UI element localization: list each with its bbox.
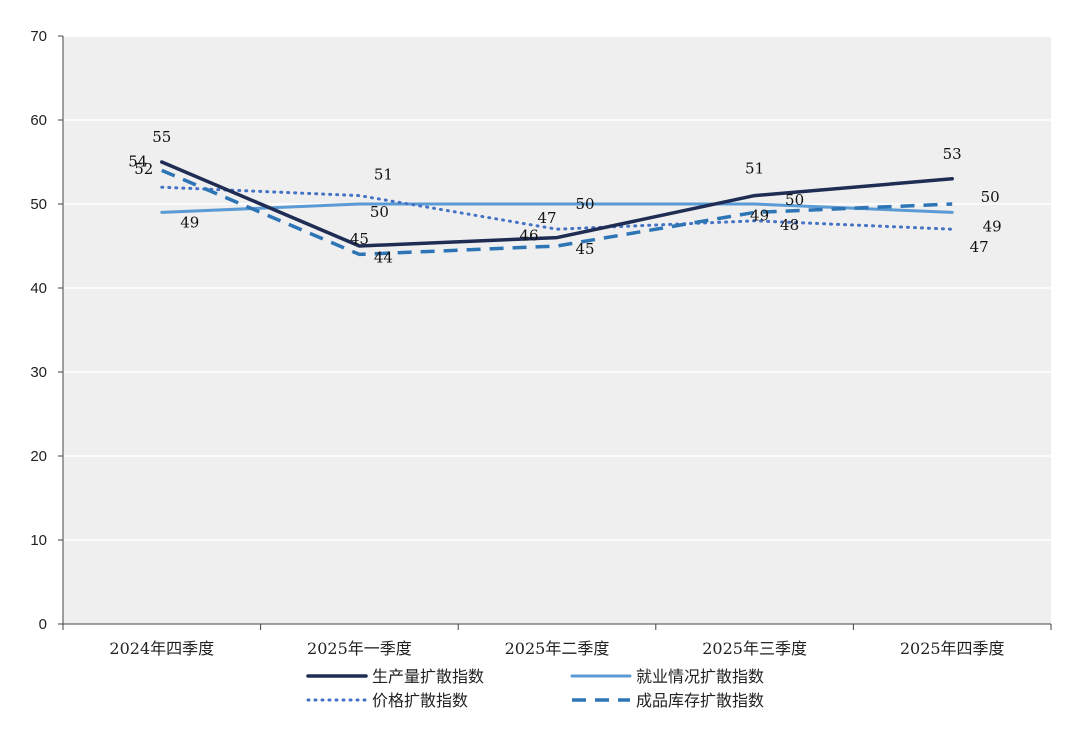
y-tick-label: 70 xyxy=(30,28,47,45)
data-label: 50 xyxy=(981,188,1000,206)
legend-item: 生产量扩散指数 xyxy=(308,667,484,686)
legend-label: 成品库存扩散指数 xyxy=(636,691,764,710)
legend-label: 就业情况扩散指数 xyxy=(636,667,764,686)
data-label: 53 xyxy=(943,145,962,163)
x-tick-label: 2025年一季度 xyxy=(307,639,412,658)
y-tick-label: 50 xyxy=(30,196,47,213)
data-label: 47 xyxy=(537,209,556,227)
legend-item: 成品库存扩散指数 xyxy=(572,691,764,710)
data-label: 50 xyxy=(575,195,594,213)
data-label: 49 xyxy=(983,217,1002,235)
x-tick-label: 2025年三季度 xyxy=(702,639,807,658)
legend-label: 生产量扩散指数 xyxy=(372,667,484,686)
data-label: 54 xyxy=(128,152,147,170)
legend-item: 就业情况扩散指数 xyxy=(572,667,764,686)
data-label: 44 xyxy=(374,248,393,266)
x-tick-label: 2025年二季度 xyxy=(505,639,610,658)
data-label: 47 xyxy=(970,238,989,256)
y-tick-label: 20 xyxy=(30,448,47,465)
data-label: 49 xyxy=(750,206,769,224)
data-label: 50 xyxy=(370,203,389,221)
data-label: 51 xyxy=(745,160,764,178)
data-label: 51 xyxy=(374,166,393,184)
data-label: 45 xyxy=(350,230,369,248)
data-label: 46 xyxy=(519,227,538,245)
data-label: 50 xyxy=(785,191,804,209)
legend-item: 价格扩散指数 xyxy=(308,691,468,710)
x-tick-label: 2024年四季度 xyxy=(109,639,214,658)
plot-background xyxy=(63,36,1051,624)
x-tick-label: 2025年四季度 xyxy=(900,639,1005,658)
data-label: 48 xyxy=(780,216,799,234)
data-label: 55 xyxy=(152,128,171,146)
y-tick-label: 60 xyxy=(30,112,47,129)
y-tick-label: 40 xyxy=(30,280,47,297)
y-tick-label: 10 xyxy=(30,532,47,549)
y-tick-label: 30 xyxy=(30,364,47,381)
data-label: 49 xyxy=(180,213,199,231)
y-tick-label: 0 xyxy=(39,616,47,633)
data-label: 45 xyxy=(575,240,594,258)
legend-label: 价格扩散指数 xyxy=(372,691,468,710)
